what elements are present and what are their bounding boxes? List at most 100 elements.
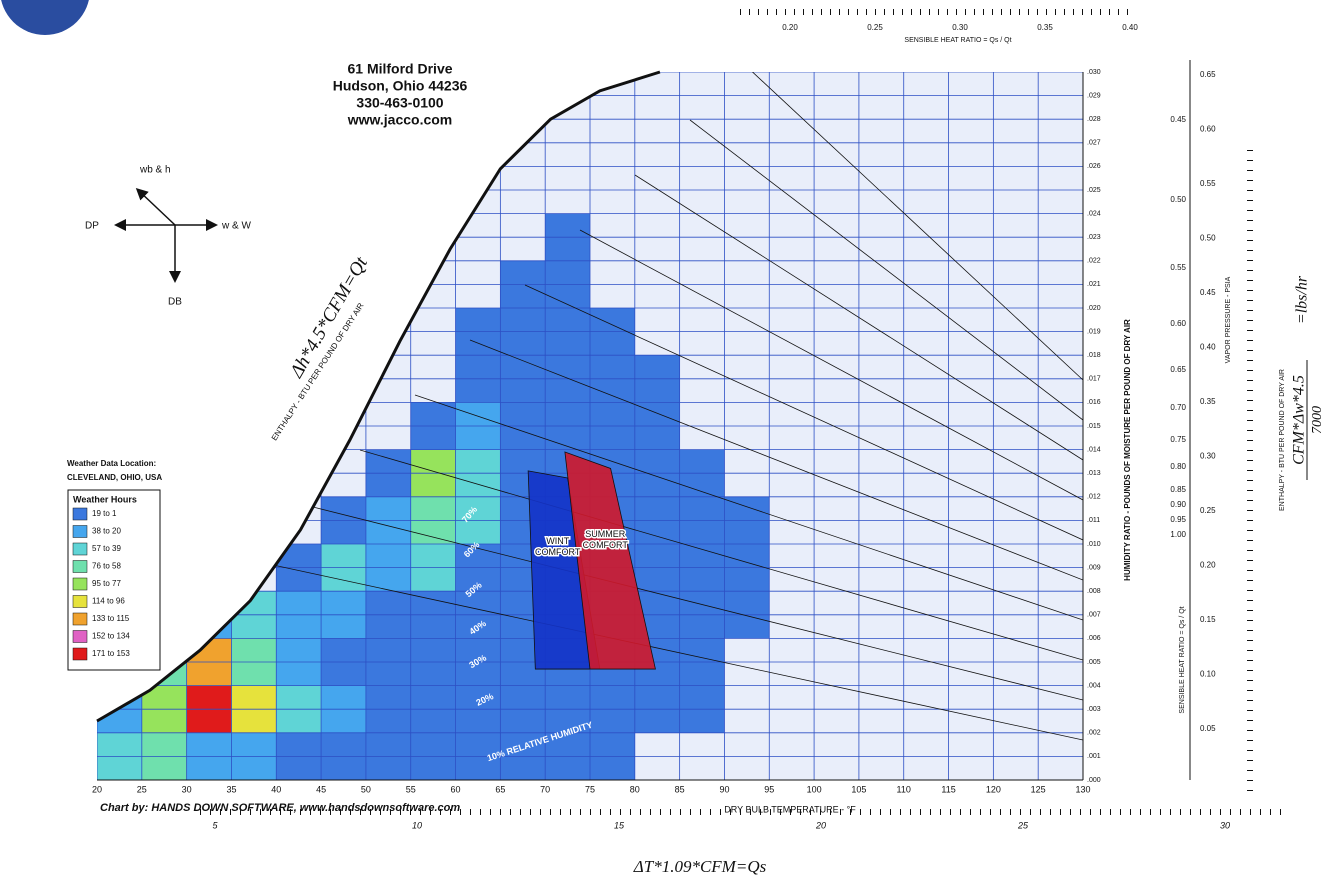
- x-tick-label: 65: [495, 784, 505, 794]
- legend-label: 95 to 77: [92, 579, 121, 588]
- vp-label: 0.15: [1200, 615, 1216, 624]
- vp-label: 0.05: [1200, 724, 1216, 733]
- y-tick-label: .025: [1087, 187, 1101, 194]
- x-tick-label: 25: [137, 784, 147, 794]
- y-tick-label: .004: [1087, 682, 1101, 689]
- location: CLEVELAND, OHIO, USA: [67, 473, 162, 482]
- y-tick-label: .008: [1087, 588, 1101, 595]
- legend-label: 171 to 153: [92, 649, 130, 658]
- shr-label: 0.60: [1170, 319, 1186, 328]
- y-tick-label: .009: [1087, 564, 1101, 571]
- dir-label: DB: [168, 297, 182, 308]
- legend-label: 19 to 1: [92, 509, 117, 518]
- y-tick-label: .011: [1087, 517, 1100, 524]
- x-tick-label: 85: [675, 784, 685, 794]
- vp-label: 0.65: [1200, 70, 1216, 79]
- shr-label: 0.50: [1170, 195, 1186, 204]
- y-tick-label: .024: [1087, 210, 1101, 217]
- y-tick-label: .017: [1087, 376, 1101, 383]
- shr-label: 1.00: [1170, 530, 1186, 539]
- legend-label: 38 to 20: [92, 527, 121, 536]
- address-line: 330-463-0100: [356, 95, 443, 111]
- x-tick-label: 35: [226, 784, 236, 794]
- direction-diagram: [117, 190, 215, 280]
- legend-swatch: [73, 613, 87, 625]
- y-tick-label: .001: [1087, 753, 1101, 760]
- x-tick-label: 70: [540, 784, 550, 794]
- y-tick-label: .016: [1087, 399, 1101, 406]
- legend-swatch: [73, 596, 87, 608]
- y-tick-label: .007: [1087, 612, 1101, 619]
- formula: CFM*Δw*4.5: [1291, 375, 1308, 465]
- shr-label: 0.75: [1170, 435, 1186, 444]
- shr-label: 0.25: [867, 23, 883, 32]
- y-tick-label: .010: [1087, 541, 1101, 548]
- zone-label: WINT: [546, 536, 569, 546]
- location-title: Weather Data Location:: [67, 459, 156, 468]
- address-line: www.jacco.com: [347, 112, 453, 128]
- vp-label: 0.55: [1200, 179, 1216, 188]
- y-tick-label: .006: [1087, 635, 1101, 642]
- y-tick-label: .005: [1087, 659, 1101, 666]
- y-tick-label: .022: [1087, 258, 1101, 265]
- shr-label: 0.90: [1170, 500, 1186, 509]
- x-tick-label: 90: [719, 784, 729, 794]
- vp-label: 0.35: [1200, 397, 1216, 406]
- legend-swatch: [73, 508, 87, 520]
- vp-label: 0.30: [1200, 452, 1216, 461]
- address-line: 61 Milford Drive: [347, 61, 452, 77]
- vp-label: 0.25: [1200, 506, 1216, 515]
- legend-swatch: [73, 578, 87, 590]
- y-tick-label: .015: [1087, 423, 1101, 430]
- y-tick-label: .028: [1087, 116, 1101, 123]
- x-tick-label: 75: [585, 784, 595, 794]
- x-tick-label: 100: [807, 784, 822, 794]
- x-tick-label: 60: [451, 784, 461, 794]
- shr-label: 0.40: [1122, 23, 1138, 32]
- shr-label: 0.95: [1170, 515, 1186, 524]
- vp-label: 0.60: [1200, 125, 1216, 134]
- plot-area: [97, 65, 1083, 780]
- vp-label: 0.45: [1200, 288, 1216, 297]
- x-tick-label: 120: [986, 784, 1001, 794]
- legend-label: 152 to 134: [92, 632, 130, 641]
- x-tick-label: 105: [851, 784, 866, 794]
- dir-label: wb & h: [139, 165, 171, 176]
- shr-label: 0.80: [1170, 462, 1186, 471]
- formula: Δh*4.5*CFM=Qt: [286, 253, 373, 382]
- dt-label: 15: [614, 820, 625, 830]
- x-tick-label: 130: [1075, 784, 1090, 794]
- shr-label: 0.30: [952, 23, 968, 32]
- y-tick-label: .026: [1087, 163, 1101, 170]
- y-tick-label: .012: [1087, 494, 1101, 501]
- y-tick-label: .027: [1087, 140, 1101, 147]
- vp-label: 0.40: [1200, 343, 1216, 352]
- shr-label: 0.85: [1170, 485, 1186, 494]
- y-tick-label: .023: [1087, 234, 1101, 241]
- vp-label: 0.10: [1200, 670, 1216, 679]
- y-tick-label: .021: [1087, 281, 1101, 288]
- dt-label: 25: [1017, 820, 1029, 830]
- shr-label: 0.65: [1170, 365, 1186, 374]
- formula: 7000: [1310, 406, 1325, 434]
- dir-label: w & W: [221, 221, 251, 232]
- legend-swatch: [73, 526, 87, 538]
- shr-label: 0.55: [1170, 263, 1186, 272]
- x-tick-label: 125: [1031, 784, 1046, 794]
- y-tick-label: .029: [1087, 92, 1101, 99]
- address-line: Hudson, Ohio 44236: [333, 78, 468, 94]
- legend-swatch: [73, 648, 87, 660]
- formula: =lbs/hr: [1294, 275, 1311, 324]
- x-tick-label: 45: [316, 784, 326, 794]
- logo: [0, 0, 90, 35]
- y-tick-label: .020: [1087, 305, 1101, 312]
- y-tick-label: .019: [1087, 328, 1101, 335]
- zone-label: COMFORT: [583, 540, 629, 550]
- zone-label: COMFORT: [535, 547, 581, 557]
- vapor-pressure-title: VAPOR PRESSURE - PSIA: [1225, 276, 1232, 363]
- shr-label: 0.35: [1037, 23, 1053, 32]
- y-tick-label: .018: [1087, 352, 1101, 359]
- y-axis-label: HUMIDITY RATIO - POUNDS OF MOISTURE PER …: [1123, 319, 1132, 581]
- shr-label: 0.20: [782, 23, 798, 32]
- formula: ΔT*1.09*CFM=Qs: [633, 857, 767, 876]
